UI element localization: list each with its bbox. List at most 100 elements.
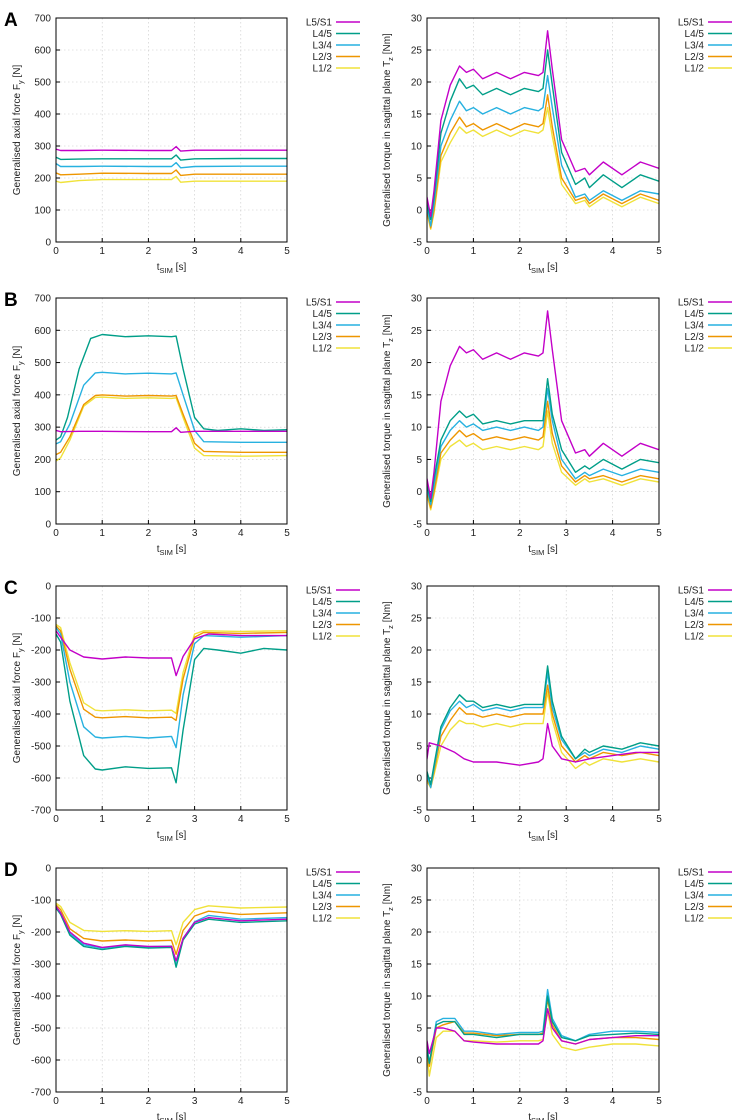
x-axis-label-subscript: SIM <box>160 266 173 275</box>
x-axis-label: tSIM [s] <box>157 544 187 557</box>
x-tick-label: 1 <box>471 246 477 257</box>
y-tick-label: 25 <box>411 896 423 907</box>
series-line-l5-s1 <box>427 722 659 766</box>
x-tick-label: 4 <box>610 814 616 825</box>
y-tick-label: 0 <box>416 206 422 217</box>
legend-label: L5/S1 <box>306 868 333 879</box>
x-axis-label-unit: [s] <box>544 262 558 273</box>
x-tick-label: 4 <box>610 528 616 539</box>
legend-label: L3/4 <box>685 891 705 902</box>
x-tick-label: 0 <box>424 528 430 539</box>
panel-letter: B <box>4 290 18 311</box>
x-tick-label: 2 <box>517 246 523 257</box>
series-line-l5-s1 <box>427 1008 659 1055</box>
y-tick-label: 30 <box>411 14 423 25</box>
y-axis-label: Generalised torque in sagittal plane Tz … <box>382 601 395 795</box>
legend-label: L2/3 <box>313 902 333 913</box>
x-tick-label: 0 <box>424 814 430 825</box>
x-axis-label-subscript: SIM <box>160 1116 173 1120</box>
x-tick-label: 2 <box>146 1096 152 1107</box>
series-line-l1-2 <box>427 1011 659 1077</box>
x-tick-label: 4 <box>610 1096 616 1107</box>
y-tick-label: 400 <box>34 390 51 401</box>
y-axis-label-main: Generalised torque in sagittal plane T <box>382 629 393 795</box>
y-axis-label-subscript: z <box>386 338 395 342</box>
legend-label: L1/2 <box>313 64 333 75</box>
y-axis-label-subscript: y <box>16 80 25 84</box>
x-tick-label: 3 <box>192 1096 198 1107</box>
panel-letter: D <box>4 860 18 881</box>
x-tick-label: 5 <box>284 814 290 825</box>
x-tick-label: 3 <box>563 246 569 257</box>
x-tick-label: 2 <box>517 814 523 825</box>
x-tick-label: 2 <box>146 246 152 257</box>
y-tick-label: -100 <box>31 614 51 625</box>
y-tick-label: 200 <box>34 455 51 466</box>
x-axis-label-unit: [s] <box>173 544 187 555</box>
y-tick-label: 600 <box>34 46 51 57</box>
series-line-l4-5 <box>56 907 287 968</box>
y-tick-label: 10 <box>411 142 423 153</box>
plot-frame <box>55 17 288 243</box>
y-tick-label: 0 <box>45 238 51 249</box>
y-tick-label: 200 <box>34 174 51 185</box>
x-tick-label: 1 <box>99 814 105 825</box>
y-axis-label-main: Generalised axial force F <box>12 365 23 476</box>
y-tick-label: 100 <box>34 487 51 498</box>
y-axis-label: Generalised axial force Fy [N] <box>12 65 25 196</box>
x-tick-label: 2 <box>146 528 152 539</box>
x-axis-label-main: t <box>157 1112 160 1120</box>
legend-label: L2/3 <box>313 620 333 631</box>
y-axis-label: Generalised torque in sagittal plane Tz … <box>382 33 395 227</box>
x-tick-label: 5 <box>656 246 662 257</box>
x-axis-label-subscript: SIM <box>531 548 544 557</box>
plot-frame <box>426 867 660 1093</box>
chart-c-force: 0 1 2 3 4 5 -700 -600 -500 -400 -300 -200 -100 0 tSIM … <box>4 578 360 843</box>
y-axis-label-unit: [Nm] <box>382 601 393 625</box>
y-axis-label: Generalised torque in sagittal plane Tz … <box>382 883 395 1077</box>
y-tick-label: 15 <box>411 960 423 971</box>
x-tick-label: 5 <box>284 246 290 257</box>
x-axis-label-unit: [s] <box>544 544 558 555</box>
legend-label: L5/S1 <box>306 298 333 309</box>
y-tick-label: 20 <box>411 358 423 369</box>
legend-label: L1/2 <box>313 632 333 643</box>
legend-label: L3/4 <box>313 321 333 332</box>
x-axis-label: tSIM [s] <box>157 262 187 275</box>
x-axis-label-main: t <box>528 830 531 841</box>
y-axis-label: Generalised axial force Fy [N] <box>12 346 25 477</box>
y-tick-label: 25 <box>411 46 423 57</box>
legend-label: L4/5 <box>685 879 705 890</box>
y-tick-label: 300 <box>34 423 51 434</box>
x-tick-label: 4 <box>238 246 244 257</box>
x-axis-label: tSIM [s] <box>157 1112 187 1120</box>
legend-label: L4/5 <box>313 597 333 608</box>
x-tick-label: 4 <box>238 1096 244 1107</box>
y-tick-label: 700 <box>34 14 51 25</box>
y-tick-label: -600 <box>31 1056 51 1067</box>
y-axis-label-unit: [N] <box>12 633 23 649</box>
series-line-l2-3 <box>427 400 659 509</box>
x-tick-label: 2 <box>146 814 152 825</box>
y-tick-label: 0 <box>416 487 422 498</box>
x-axis-label: tSIM [s] <box>528 262 558 275</box>
y-tick-label: 30 <box>411 864 423 875</box>
legend-label: L3/4 <box>685 41 705 52</box>
legend-label: L2/3 <box>685 52 705 63</box>
series-line-l4-5 <box>427 378 659 503</box>
x-tick-label: 5 <box>284 528 290 539</box>
y-tick-label: -400 <box>31 710 51 721</box>
y-tick-label: 30 <box>411 582 423 593</box>
y-axis-label-unit: [N] <box>12 65 23 81</box>
legend-label: L3/4 <box>313 609 333 620</box>
y-tick-label: 300 <box>34 142 51 153</box>
y-tick-label: 15 <box>411 390 423 401</box>
series-line-l5-s1 <box>427 310 659 499</box>
plot-frame <box>55 585 288 811</box>
series-line-l4-5 <box>427 49 659 221</box>
x-tick-label: 3 <box>563 1096 569 1107</box>
y-tick-label: 0 <box>45 520 51 531</box>
